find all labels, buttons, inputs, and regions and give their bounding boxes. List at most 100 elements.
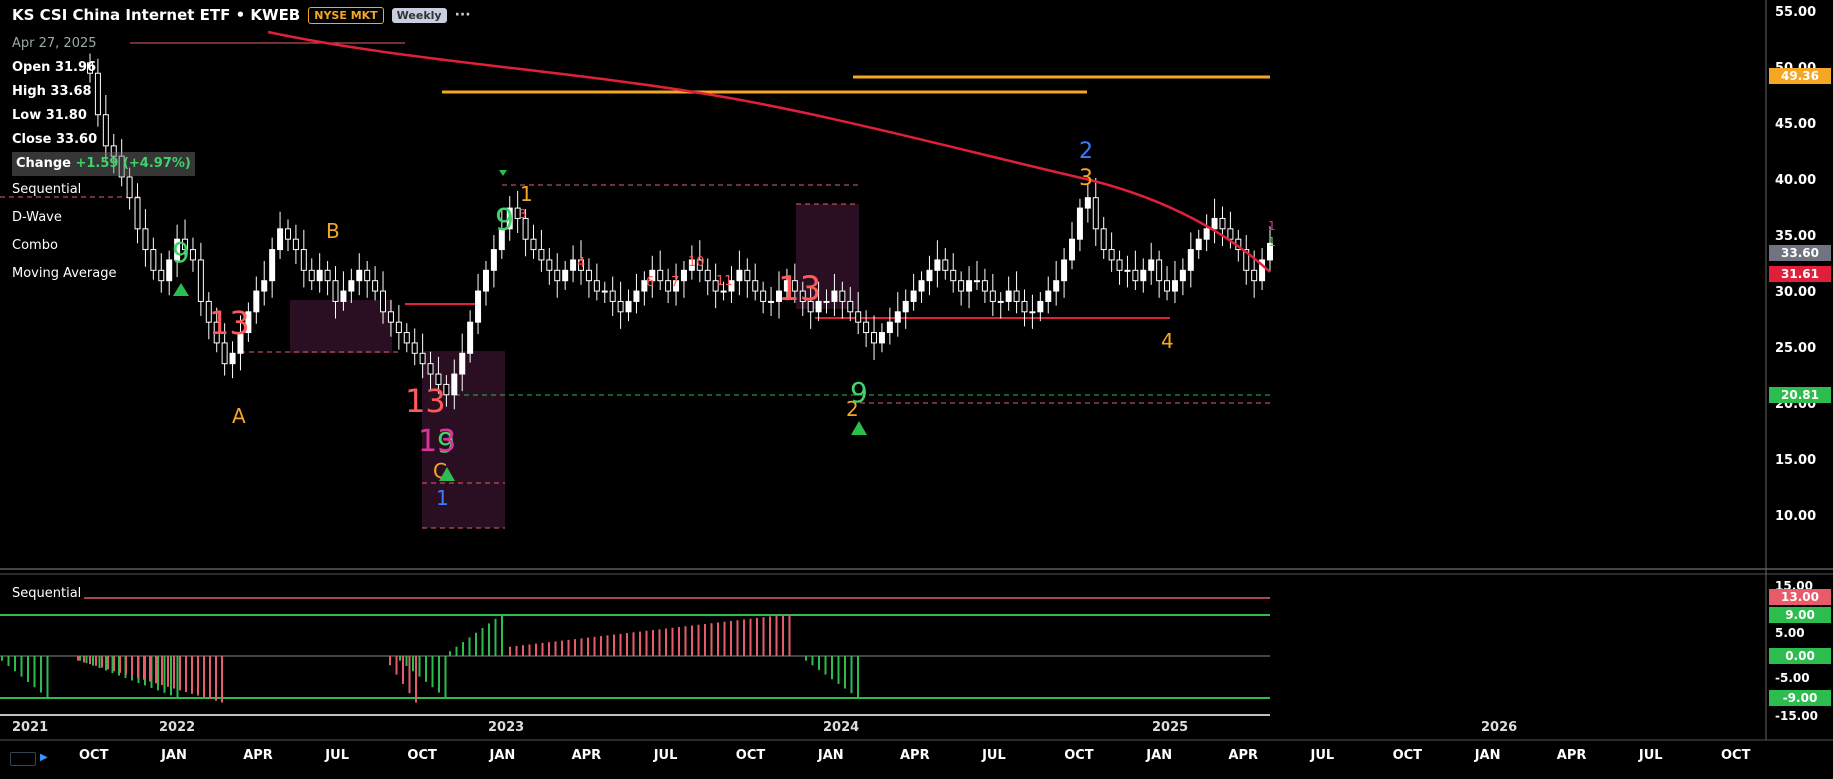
- candle-body: [768, 300, 775, 303]
- candle-body: [926, 269, 933, 282]
- candle-body: [1116, 259, 1123, 271]
- legend-high: High 33.68: [12, 84, 92, 99]
- symbol-title[interactable]: KS CSI China Internet ETF • KWEB: [12, 6, 301, 24]
- candle-body: [435, 373, 442, 385]
- candle-body: [253, 290, 260, 313]
- candle-body: [1132, 269, 1139, 282]
- candle-body: [134, 197, 141, 230]
- more-options-icon[interactable]: ···: [454, 7, 471, 23]
- candle-body: [245, 311, 252, 334]
- candle-body: [1203, 228, 1210, 240]
- candle-body: [530, 238, 537, 251]
- candle-body: [1029, 311, 1036, 314]
- candle-body: [910, 290, 917, 302]
- candle-body: [918, 280, 925, 292]
- candle-body: [189, 249, 196, 261]
- wave-label-b: B: [326, 219, 340, 243]
- indicator-d-wave[interactable]: D-Wave: [12, 210, 62, 225]
- candle-body: [372, 280, 379, 292]
- candle-body: [174, 238, 181, 261]
- sub-tag-9: 9.00: [1769, 607, 1831, 623]
- candle-body: [657, 269, 664, 282]
- candle-body: [1005, 290, 1012, 302]
- candle-body: [593, 280, 600, 292]
- month-label: OCT: [407, 748, 437, 763]
- candle-body: [364, 269, 371, 282]
- candle-body: [237, 332, 244, 354]
- candle-body: [665, 280, 672, 292]
- candle-body: [958, 280, 965, 292]
- candle-body: [1259, 259, 1266, 282]
- buy-signal-triangle: [851, 421, 867, 435]
- year-label: 2021: [12, 720, 49, 735]
- candle-body: [1037, 300, 1044, 313]
- candle-body: [308, 269, 315, 282]
- wave-label-4: 4: [1161, 329, 1174, 353]
- sub-tag-0: 0.00: [1769, 648, 1831, 664]
- month-label: APR: [571, 748, 602, 763]
- month-label: JAN: [489, 748, 516, 763]
- month-label: APR: [243, 748, 273, 763]
- sequential-histogram: [1, 614, 859, 703]
- candle-body: [411, 342, 418, 354]
- setup-count: 1: [1268, 235, 1276, 249]
- candle-body: [419, 352, 426, 365]
- candle-body: [110, 145, 117, 157]
- month-label: APR: [1556, 748, 1587, 763]
- sub-tick: -5.00: [1775, 671, 1810, 685]
- price-tick: 10.00: [1775, 509, 1817, 524]
- candle-body: [878, 332, 885, 344]
- interval-badge[interactable]: Weekly: [391, 7, 447, 23]
- moving-average-line[interactable]: [267, 30, 1271, 273]
- candle-body: [87, 62, 93, 74]
- candle-body: [1021, 300, 1028, 313]
- candle-body: [467, 321, 474, 354]
- candle-body: [688, 259, 695, 271]
- candle-body: [554, 269, 561, 282]
- indicator-moving-average[interactable]: Moving Average: [12, 266, 117, 281]
- price-tag-resistance: 49.36: [1769, 68, 1831, 84]
- subpanel-title[interactable]: Sequential: [12, 586, 82, 601]
- price-tag-support: 20.81: [1769, 387, 1831, 403]
- chart-header: KS CSI China Internet ETF • KWEB NYSE MK…: [12, 6, 471, 24]
- candle-body: [1251, 269, 1258, 282]
- candle-body: [261, 280, 268, 292]
- month-label: JUL: [325, 748, 349, 763]
- indicator-sequential[interactable]: Sequential: [12, 182, 82, 197]
- price-tick: 55.00: [1775, 5, 1817, 20]
- candle-body: [807, 300, 814, 313]
- month-label: OCT: [1392, 748, 1423, 763]
- candle-body: [427, 363, 434, 375]
- candlestick-series[interactable]: [87, 53, 1273, 410]
- candle-body: [633, 290, 640, 302]
- candle-body: [760, 290, 767, 302]
- candle-body: [609, 290, 616, 302]
- candle-body: [791, 280, 798, 292]
- month-label: OCT: [1064, 748, 1094, 763]
- candle-body: [752, 280, 759, 292]
- setup-count: 6: [646, 275, 654, 290]
- navigator-box[interactable]: [10, 752, 36, 766]
- wave-label-3: 3: [1079, 166, 1093, 191]
- countdown-13: 13: [778, 269, 821, 309]
- candle-body: [775, 290, 782, 302]
- price-tick: 40.00: [1775, 173, 1817, 188]
- indicator-combo[interactable]: Combo: [12, 238, 58, 253]
- scroll-right-icon[interactable]: ▶: [40, 752, 48, 763]
- candle-body: [1108, 249, 1115, 261]
- candle-body: [300, 249, 307, 271]
- wave-label-1-blue: 1: [436, 486, 449, 510]
- wave-label-2: 2: [846, 397, 859, 421]
- candle-body: [894, 311, 901, 323]
- candle-body: [490, 249, 497, 271]
- candle-body: [839, 290, 846, 302]
- candle-body: [1156, 259, 1163, 282]
- candle-body: [380, 290, 387, 313]
- candle-body: [799, 290, 806, 302]
- buy-signal-triangle: [173, 283, 189, 296]
- sub-tag-13: 13.00: [1769, 589, 1831, 605]
- wave-label-1: 1: [520, 182, 533, 206]
- candle-body: [1076, 207, 1083, 240]
- price-tick: 15.00: [1775, 453, 1817, 468]
